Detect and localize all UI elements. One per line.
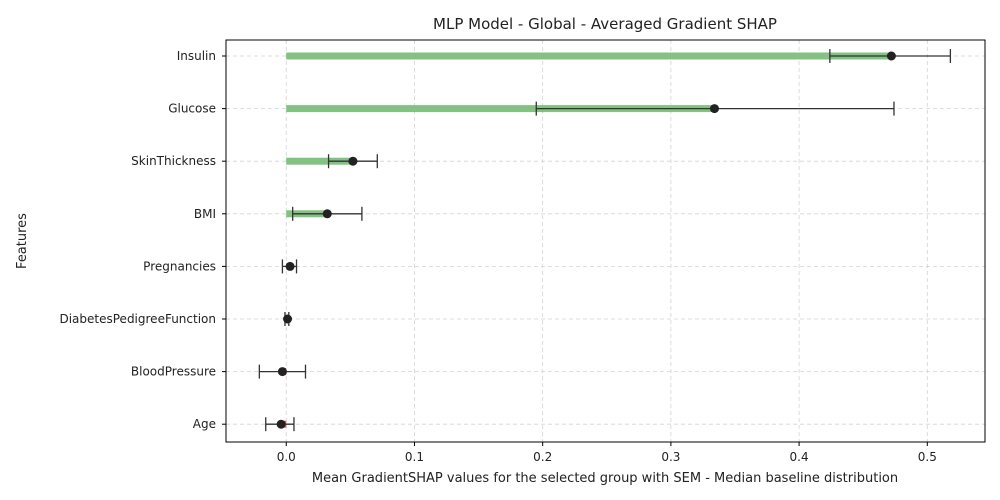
- x-tick-label: 0.3: [661, 450, 680, 464]
- bar: [286, 157, 353, 165]
- chart-title: MLP Model - Global - Averaged Gradient S…: [433, 15, 777, 33]
- x-axis-title: Mean GradientSHAP values for the selecte…: [312, 471, 898, 486]
- x-tick-label: 0.1: [405, 450, 424, 464]
- y-tick-label: Pregnancies: [143, 259, 216, 273]
- mean-point: [709, 104, 719, 114]
- x-tick-label: 0.4: [790, 450, 809, 464]
- x-tick-label: 0.5: [918, 450, 937, 464]
- bar: [286, 105, 715, 113]
- mean-points: [276, 51, 896, 429]
- mean-point: [283, 314, 293, 324]
- y-tick-label: BMI: [194, 207, 216, 221]
- bar: [286, 52, 892, 60]
- x-tick-label: 0.2: [533, 450, 552, 464]
- x-tick-label: 0.0: [277, 450, 296, 464]
- mean-point: [276, 419, 286, 429]
- y-tick-label: DiabetesPedigreeFunction: [59, 312, 216, 326]
- grid: [226, 40, 985, 442]
- y-tick-label: Insulin: [177, 49, 216, 63]
- y-ticks: Insulin Glucose SkinThickness BMI Pregnancie…: [59, 49, 226, 431]
- mean-point: [285, 261, 295, 271]
- y-tick-label: BloodPressure: [131, 365, 216, 379]
- y-axis-title: Features: [15, 213, 30, 269]
- mean-point: [348, 156, 358, 166]
- plot-frame: [225, 39, 986, 443]
- x-ticks: 0.0 0.1 0.2 0.3 0.4 0.5: [277, 442, 937, 464]
- y-tick-label: Age: [193, 417, 216, 431]
- mean-point: [277, 367, 287, 377]
- y-tick-label: Glucose: [168, 102, 216, 116]
- mean-point: [322, 209, 332, 219]
- y-tick-label: SkinThickness: [131, 154, 216, 168]
- mean-point: [886, 51, 896, 61]
